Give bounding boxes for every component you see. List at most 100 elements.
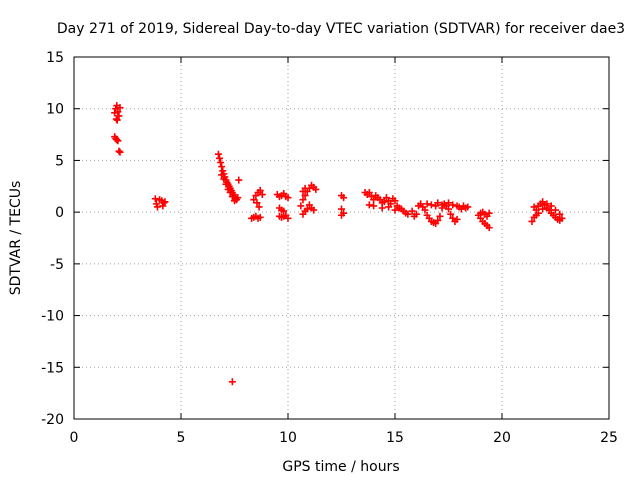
data-point — [116, 104, 124, 112]
data-point — [380, 198, 388, 206]
data-point — [530, 203, 538, 211]
data-point — [231, 197, 238, 205]
data-point — [310, 206, 318, 214]
data-point — [217, 158, 225, 166]
y-tick-label: 0 — [55, 205, 64, 221]
data-point — [116, 148, 124, 156]
data-point — [338, 211, 345, 219]
data-point — [485, 209, 493, 217]
data-point — [112, 115, 120, 123]
data-point — [151, 195, 159, 203]
data-point — [391, 206, 399, 214]
data-point — [438, 201, 446, 209]
data-point — [284, 214, 292, 222]
data-point — [558, 214, 566, 222]
data-point — [423, 200, 431, 208]
x-tick-label: 10 — [279, 430, 297, 446]
data-point — [477, 209, 485, 217]
data-point — [370, 196, 378, 204]
data-point — [528, 217, 536, 225]
data-point — [436, 212, 444, 220]
data-point — [547, 202, 555, 210]
data-point — [113, 116, 121, 124]
data-point — [228, 378, 236, 386]
data-point — [218, 163, 226, 171]
data-point — [532, 211, 540, 219]
data-point — [434, 216, 442, 224]
x-tick-label: 25 — [600, 430, 618, 446]
data-point — [297, 202, 305, 210]
data-point — [340, 194, 348, 202]
data-point — [216, 154, 224, 162]
data-point — [301, 192, 309, 200]
data-point — [253, 199, 261, 207]
x-tick-label: 20 — [493, 430, 511, 446]
data-point — [434, 199, 442, 207]
data-point — [464, 203, 472, 211]
data-point — [552, 206, 559, 214]
data-point — [235, 176, 243, 184]
data-point — [159, 202, 167, 210]
data-point — [113, 136, 121, 144]
axis-ticks — [73, 56, 610, 420]
y-tick-label: -20 — [41, 412, 64, 428]
data-point — [226, 188, 234, 196]
data-point — [284, 194, 292, 202]
grid-lines — [74, 57, 609, 419]
data-point — [370, 202, 378, 210]
x-tick-label: 15 — [386, 430, 404, 446]
y-tick-label: -10 — [41, 309, 64, 325]
data-point — [421, 206, 429, 214]
data-point — [114, 108, 122, 116]
data-point — [365, 201, 373, 209]
data-point — [256, 213, 264, 221]
x-axis-label: GPS time / hours — [282, 459, 399, 475]
data-point — [301, 184, 309, 192]
y-tick-label: 15 — [46, 50, 64, 66]
x-tick-label: 5 — [177, 430, 186, 446]
data-point — [280, 212, 288, 220]
data-point — [539, 205, 547, 213]
data-point — [338, 205, 345, 213]
data-point — [258, 191, 266, 199]
data-point — [301, 207, 309, 215]
data-point — [412, 210, 420, 218]
data-point — [447, 210, 455, 218]
x-tick-label: 0 — [70, 430, 79, 446]
data-point — [485, 224, 493, 232]
y-tick-label: -5 — [50, 257, 64, 273]
data-point — [218, 171, 226, 179]
data-point — [228, 193, 236, 201]
data-point — [365, 188, 373, 196]
data-point — [255, 203, 263, 211]
data-point — [385, 203, 393, 211]
data-point — [378, 204, 386, 212]
data-points — [111, 102, 566, 386]
data-point — [111, 109, 119, 117]
data-point — [299, 196, 307, 204]
data-point — [449, 201, 457, 209]
data-point — [445, 199, 452, 207]
data-point — [153, 203, 161, 211]
chart-title: Day 271 of 2019, Sidereal Day-to-day VTE… — [57, 21, 625, 37]
plot-frame — [73, 56, 610, 420]
y-tick-label: 5 — [55, 153, 64, 169]
data-point — [161, 198, 169, 206]
data-point — [427, 201, 435, 209]
data-point — [220, 175, 228, 183]
data-point — [404, 210, 412, 218]
y-tick-label: -15 — [41, 360, 64, 376]
data-point — [543, 200, 551, 208]
y-tick-label: 10 — [46, 102, 64, 118]
data-point — [114, 137, 122, 145]
data-point — [391, 197, 399, 205]
data-point — [556, 210, 564, 218]
data-point — [453, 215, 461, 223]
data-point — [312, 185, 320, 193]
tick-labels: 0 5 10 15 20 25 -20 -15 -10 -5 0 5 10 15 — [41, 50, 618, 446]
data-point — [445, 205, 452, 213]
data-point — [214, 150, 222, 158]
data-point — [256, 186, 264, 194]
data-point — [408, 207, 416, 215]
